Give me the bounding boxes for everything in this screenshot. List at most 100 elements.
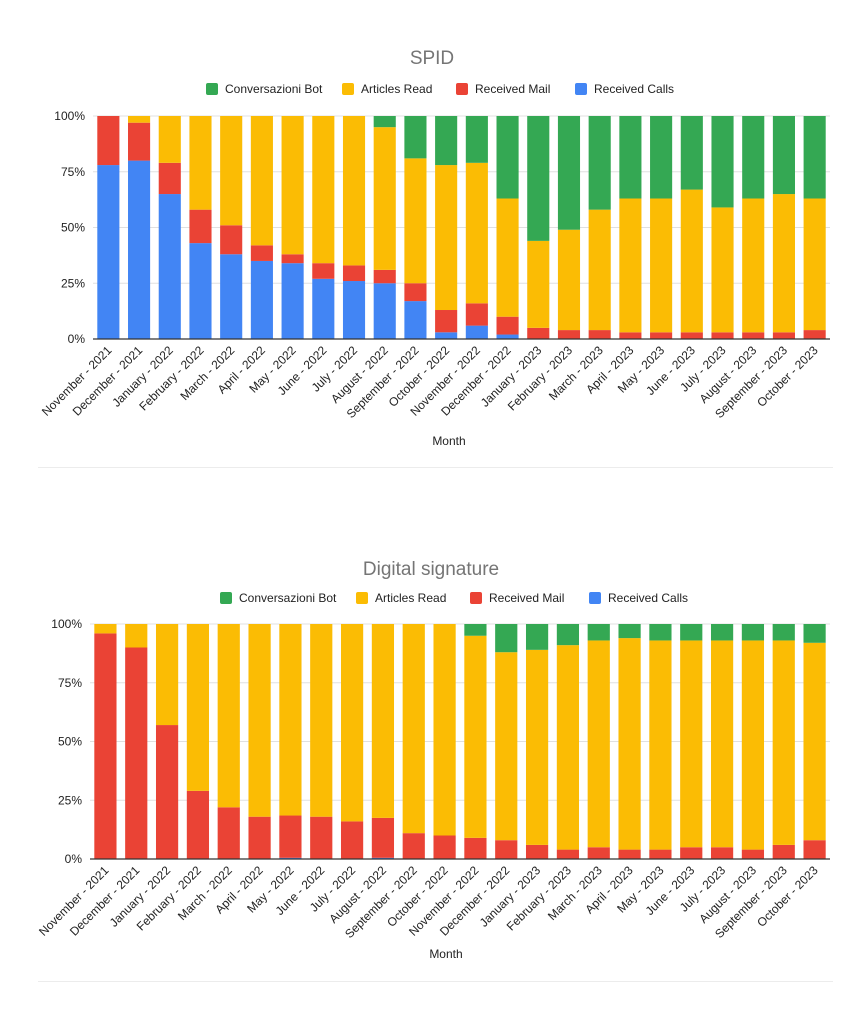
bar-segment-received-mail <box>772 332 795 339</box>
bar-segment-received-mail <box>803 840 826 859</box>
bar-segment-conversazioni-bot <box>465 116 488 163</box>
bar-segment-articles-read <box>803 642 826 841</box>
bar-segment-articles-read <box>772 640 795 845</box>
digital-signature-chart-card: Digital signature Conversazioni Bot Articl… <box>0 500 866 985</box>
bar-segment-received-mail <box>279 815 302 858</box>
bar-segment-received-mail <box>402 833 425 859</box>
bar-segment-articles-read <box>371 624 395 818</box>
y-tick-label: 75% <box>61 165 85 179</box>
bar-segment-received-mail <box>741 849 765 859</box>
bar-segment-received-mail <box>250 245 273 261</box>
bar-segment-conversazioni-bot <box>649 624 672 641</box>
bar-segment-received-mail <box>680 847 703 859</box>
bar-segment-articles-read <box>155 624 179 726</box>
bar-segment-articles-read <box>217 624 240 808</box>
bar-segment-articles-read <box>340 624 364 822</box>
bar-segment-received-mail <box>649 849 672 859</box>
bar-segment-received-mail <box>310 816 333 859</box>
bar-segment-conversazioni-bot <box>525 624 549 650</box>
bar-segment-received-mail <box>587 847 610 859</box>
bar-segment-conversazioni-bot <box>650 116 673 199</box>
bar-segment-received-mail <box>220 225 243 255</box>
bar-segment-received-mail <box>588 330 611 339</box>
bar-segment-conversazioni-bot <box>619 116 642 199</box>
bar-segment-articles-read <box>373 127 396 270</box>
legend-item-conversazioni-bot: Conversazioni Bot <box>206 82 323 96</box>
y-tick-label: 100% <box>54 109 85 123</box>
bar-segment-received-calls <box>465 325 488 339</box>
bar-segment-received-mail <box>186 790 210 859</box>
bar-segment-received-mail <box>803 330 826 339</box>
bar-segment-received-mail <box>125 647 148 859</box>
legend-item-received-calls: Received Calls <box>575 82 674 96</box>
bar-segment-articles-read <box>128 116 151 123</box>
bar-segment-articles-read <box>527 240 550 328</box>
y-tick-label: 25% <box>61 276 85 290</box>
y-tick-label: 0% <box>68 332 86 346</box>
bar-segment-articles-read <box>680 189 703 333</box>
bar-segment-articles-read <box>220 116 243 226</box>
legend-label-conversazioni-bot: Conversazioni Bot <box>225 82 323 96</box>
bar-segment-received-mail <box>496 316 519 335</box>
bar-segment-received-calls <box>496 334 519 339</box>
bar-segment-conversazioni-bot <box>495 624 518 653</box>
bar-segment-received-mail <box>742 332 765 339</box>
bar-segment-received-mail <box>373 269 396 284</box>
bar-segment-conversazioni-bot <box>803 116 826 199</box>
legend-item-received-calls: Received Calls <box>589 591 688 605</box>
bar-segment-received-mail <box>342 265 366 282</box>
bar-segment-received-mail <box>340 821 364 859</box>
spid-chart-card: SPID Conversazioni Bot Articles Read Receiv… <box>0 0 866 470</box>
bar-segment-articles-read <box>557 229 581 331</box>
legend-label-received-mail: Received Mail <box>489 591 564 605</box>
bar-segment-received-mail <box>155 725 179 859</box>
bar-segment-articles-read <box>94 624 117 634</box>
bar-segment-articles-read <box>342 116 366 266</box>
y-tick-label: 75% <box>58 676 82 690</box>
bar-segment-articles-read <box>186 624 210 791</box>
bar-segment-articles-read <box>402 624 425 834</box>
bar-segment-conversazioni-bot <box>772 116 795 195</box>
bar-segment-received-calls <box>373 283 396 339</box>
bar-segment-articles-read <box>404 158 427 284</box>
bar-segment-conversazioni-bot <box>435 116 458 166</box>
y-tick-label: 25% <box>58 793 82 807</box>
bar-segment-conversazioni-bot <box>464 624 487 636</box>
legend-swatch-received-mail <box>456 83 468 95</box>
legend-swatch-received-mail <box>470 592 482 604</box>
legend-label-articles-read: Articles Read <box>375 591 446 605</box>
bar-segment-received-mail <box>189 209 212 244</box>
digital-signature-chart: Digital signature Conversazioni Bot Articl… <box>36 559 830 961</box>
legend-swatch-received-calls <box>589 592 601 604</box>
bar-segment-articles-read <box>803 198 826 331</box>
bar-segment-conversazioni-bot <box>618 624 641 639</box>
bar-segment-articles-read <box>619 198 642 333</box>
bar-segment-articles-read <box>125 624 148 648</box>
bar-segment-articles-read <box>250 116 273 246</box>
legend-label-received-calls: Received Calls <box>608 591 688 605</box>
bar-segment-conversazioni-bot <box>772 624 795 641</box>
x-axis-title: Month <box>429 947 462 961</box>
bar-segment-received-calls <box>404 301 427 339</box>
bar-segment-articles-read <box>680 640 703 848</box>
bar-segment-conversazioni-bot <box>587 624 610 641</box>
bar-segment-articles-read <box>525 649 549 845</box>
bar-segment-conversazioni-bot <box>496 116 519 199</box>
bar-segment-articles-read <box>158 116 181 163</box>
bar-segment-articles-read <box>495 652 518 841</box>
bar-segment-received-mail <box>465 303 488 326</box>
bar-segment-received-calls <box>220 254 243 339</box>
bar-segment-received-calls <box>97 165 120 339</box>
bar-segment-received-calls <box>342 281 366 339</box>
bar-segment-received-mail <box>404 283 427 302</box>
bar-segment-articles-read <box>465 162 488 304</box>
legend-item-received-mail: Received Mail <box>456 82 550 96</box>
legend-swatch-conversazioni-bot <box>206 83 218 95</box>
bar-segment-received-mail <box>557 330 581 339</box>
bar-segment-received-mail <box>248 816 271 859</box>
bar-segment-articles-read <box>496 198 519 317</box>
legend-label-received-calls: Received Calls <box>594 82 674 96</box>
y-tick-label: 0% <box>65 852 83 866</box>
bar-segment-articles-read <box>279 624 302 816</box>
bar-segment-conversazioni-bot <box>588 116 611 210</box>
